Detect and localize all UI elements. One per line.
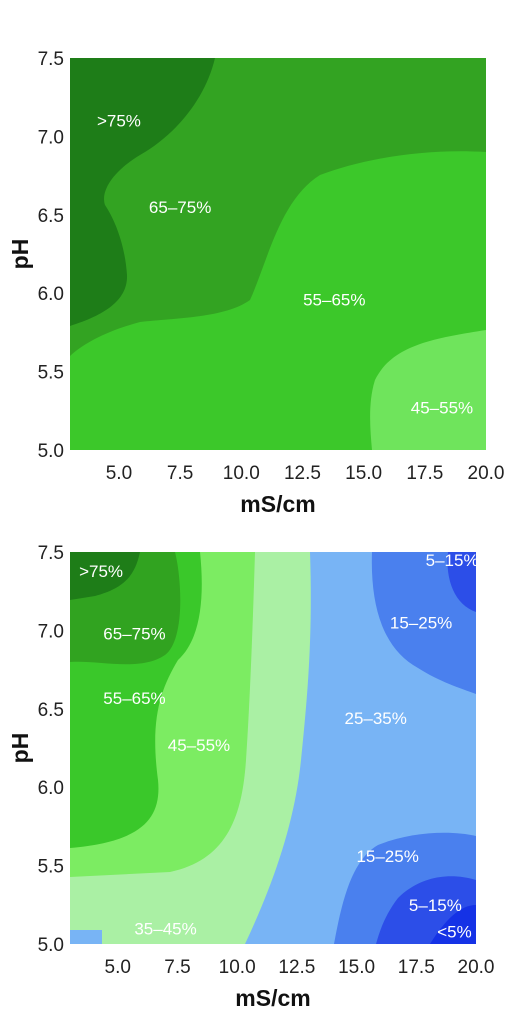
top-x-tick-label: 7.5 xyxy=(167,463,193,484)
top-y-tick-label: 7.5 xyxy=(38,49,64,70)
top-x-tick-label: 20.0 xyxy=(468,463,505,484)
bottom-x-tick-label: 20.0 xyxy=(458,957,495,978)
region-bottom-lt5 xyxy=(430,905,476,944)
top-y-tick-label: 6.0 xyxy=(38,284,64,305)
bottom-y-tick-label: 7.0 xyxy=(38,621,64,642)
region-bottom-gt75 xyxy=(70,552,140,600)
bottom-region-label: 55–65% xyxy=(103,689,165,708)
bottom-contour-chart: >75% 65–75% 55–65% 45–55% 35–45% 25–35% 15–25%… xyxy=(7,543,494,1011)
bottom-region-label: <5% xyxy=(437,922,472,941)
region-bottom-corner xyxy=(70,930,102,944)
top-region-labels: >75% 65–75% 55–65% 45–55% xyxy=(97,112,473,418)
top-plot-area xyxy=(70,58,486,450)
top-x-tick-label: 15.0 xyxy=(345,463,382,484)
region-top-gt75 xyxy=(70,58,215,326)
bottom-region-label: 65–75% xyxy=(103,625,165,644)
bottom-region-label: 45–55% xyxy=(168,736,230,755)
bottom-region-label: 15–25% xyxy=(390,614,452,633)
top-x-axis-title: mS/cm xyxy=(240,491,315,517)
region-bottom-5-15-upper xyxy=(447,552,476,612)
top-contour-chart: >75% 65–75% 55–65% 45–55% 5.0 5.5 6.0 6.5 7.0 7.… xyxy=(7,49,504,517)
top-region-label: 55–65% xyxy=(303,290,365,309)
top-region-label: 45–55% xyxy=(411,399,473,418)
bottom-region-label: >75% xyxy=(79,562,123,581)
bottom-y-tick-label: 6.5 xyxy=(38,700,64,721)
bottom-y-tick-label: 7.5 xyxy=(38,543,64,564)
top-x-tick-label: 5.0 xyxy=(106,463,132,484)
bottom-plot-area xyxy=(70,552,476,944)
top-y-tick-label: 5.5 xyxy=(38,363,64,384)
bottom-y-tick-label: 5.5 xyxy=(38,857,64,878)
top-x-tick-label: 17.5 xyxy=(406,463,443,484)
bottom-y-tick-label: 6.0 xyxy=(38,778,64,799)
top-y-axis-title: pH xyxy=(7,239,33,270)
top-region-label: >75% xyxy=(97,112,141,131)
bottom-x-tick-label: 17.5 xyxy=(398,957,435,978)
bottom-x-ticks: 5.0 7.5 10.0 12.5 15.0 17.5 20.0 xyxy=(105,957,495,978)
bottom-x-tick-label: 12.5 xyxy=(278,957,315,978)
bottom-y-tick-label: 5.0 xyxy=(38,935,64,956)
region-top-65-75 xyxy=(70,58,486,356)
region-bottom-15-25-upper xyxy=(371,552,476,694)
top-x-ticks: 5.0 7.5 10.0 12.5 15.0 17.5 20.0 xyxy=(106,463,505,484)
bottom-y-axis-title: pH xyxy=(7,733,33,764)
bottom-x-tick-label: 5.0 xyxy=(105,957,131,978)
bottom-region-label: 15–25% xyxy=(356,847,418,866)
top-y-ticks: 5.0 5.5 6.0 6.5 7.0 7.5 xyxy=(38,49,64,462)
top-x-tick-label: 12.5 xyxy=(284,463,321,484)
bottom-x-axis-title: mS/cm xyxy=(235,985,310,1011)
top-x-tick-label: 10.0 xyxy=(223,463,260,484)
bottom-x-tick-label: 7.5 xyxy=(164,957,190,978)
bottom-region-label: 25–35% xyxy=(344,709,406,728)
bottom-region-label: 5–15% xyxy=(409,896,462,915)
bottom-region-label: 35–45% xyxy=(134,919,196,938)
bottom-y-ticks: 5.0 5.5 6.0 6.5 7.0 7.5 xyxy=(38,543,64,956)
top-y-tick-label: 7.0 xyxy=(38,127,64,148)
top-y-tick-label: 6.5 xyxy=(38,206,64,227)
bottom-region-label: 5–15% xyxy=(426,551,479,570)
bottom-x-tick-label: 10.0 xyxy=(219,957,256,978)
top-y-tick-label: 5.0 xyxy=(38,441,64,462)
top-region-label: 65–75% xyxy=(149,198,211,217)
bottom-region-labels: >75% 65–75% 55–65% 45–55% 35–45% 25–35% 15–25%… xyxy=(79,551,479,942)
bottom-x-tick-label: 15.0 xyxy=(338,957,375,978)
